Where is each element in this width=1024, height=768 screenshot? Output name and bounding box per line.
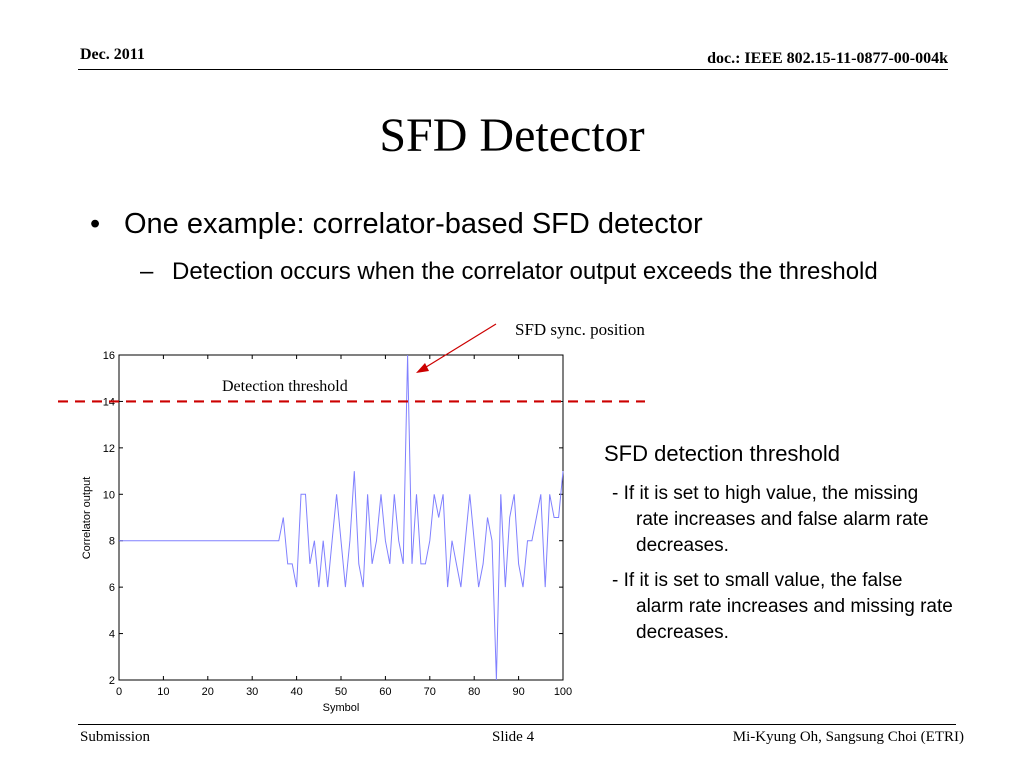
header-date: Dec. 2011 bbox=[80, 46, 145, 63]
footer-slide-number: Slide 4 bbox=[492, 729, 535, 745]
y-tick-label: 10 bbox=[103, 489, 115, 501]
y-tick-label: 6 bbox=[109, 582, 115, 594]
x-tick-label: 80 bbox=[468, 686, 480, 698]
x-tick-label: 100 bbox=[554, 686, 572, 698]
x-tick-label: 20 bbox=[202, 686, 214, 698]
slide-title: SFD Detector bbox=[379, 109, 645, 162]
y-tick-label: 12 bbox=[103, 443, 115, 455]
x-tick-label: 90 bbox=[512, 686, 524, 698]
threshold-label-bg bbox=[218, 374, 382, 396]
bullet-main-text: One example: correlator-based SFD detect… bbox=[124, 208, 703, 240]
footer-divider bbox=[78, 724, 956, 725]
x-tick-label: 50 bbox=[335, 686, 347, 698]
y-tick-label: 4 bbox=[109, 629, 115, 641]
sync-arrow bbox=[417, 323, 497, 373]
y-tick-label: 8 bbox=[109, 536, 115, 548]
sync-arrowhead bbox=[416, 363, 429, 373]
y-tick-label: 2 bbox=[109, 675, 115, 687]
plot-frame bbox=[118, 354, 564, 681]
x-axis-label: Symbol bbox=[323, 702, 360, 714]
correlator-series-line bbox=[119, 354, 564, 681]
y-tick-label: 16 bbox=[103, 350, 115, 362]
y-tick-label: 14 bbox=[103, 396, 115, 408]
x-tick-label: 0 bbox=[116, 686, 122, 698]
footer-authors: Mi-Kyung Oh, Sangsung Choi (ETRI) bbox=[732, 729, 964, 745]
side-paragraph-low-first: - If it is set to small value, the false bbox=[612, 570, 903, 591]
x-tick-label: 30 bbox=[246, 686, 258, 698]
side-paragraph-low-rest: alarm rate increases and missing rate de… bbox=[636, 596, 953, 643]
side-paragraph-high-first: - If it is set to high value, the missin… bbox=[612, 483, 919, 504]
x-tick-label: 40 bbox=[290, 686, 302, 698]
footer-submission: Submission bbox=[80, 729, 151, 745]
x-tick-label: 70 bbox=[424, 686, 436, 698]
bullet-sub-text: Detection occurs when the correlator out… bbox=[172, 258, 878, 285]
bullet-dash: – bbox=[140, 258, 154, 285]
bullet-dot: • bbox=[90, 208, 101, 240]
x-tick-label: 10 bbox=[157, 686, 169, 698]
x-tick-label: 60 bbox=[379, 686, 391, 698]
axis-ticks: 0 10 20 30 40 50 60 70 80 90 100 2 4 6 8 10 12 14 16 bbox=[103, 350, 572, 698]
header-divider bbox=[78, 69, 948, 70]
y-axis-label: Correlator output bbox=[81, 477, 93, 560]
threshold-label: Detection threshold bbox=[222, 378, 348, 395]
header-doc-id: doc.: IEEE 802.15-11-0877-00-004k bbox=[707, 50, 948, 67]
side-heading: SFD detection threshold bbox=[604, 441, 841, 466]
sync-position-label: SFD sync. position bbox=[515, 320, 645, 339]
side-paragraph-low: - If it is set to small value, the false… bbox=[612, 568, 1012, 646]
side-paragraph-high-rest: rate increases and false alarm rate decr… bbox=[636, 509, 929, 556]
side-paragraph-high: - If it is set to high value, the missin… bbox=[612, 481, 1012, 559]
